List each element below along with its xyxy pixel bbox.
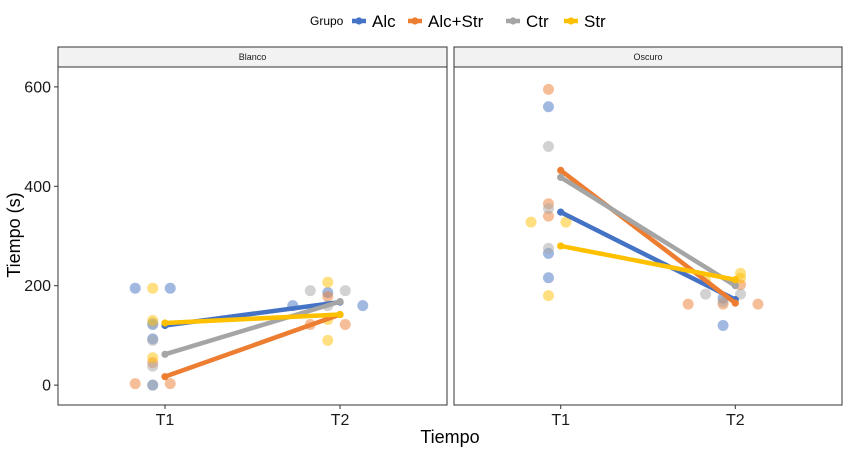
data-point-str [147, 352, 159, 364]
data-point-str [322, 334, 334, 346]
x-tick-label: T2 [331, 412, 350, 429]
data-point-ctr [542, 203, 554, 215]
mean-point-alc-str [557, 166, 565, 174]
legend-item-alc: Alc [352, 12, 396, 31]
legend-key-point [567, 17, 575, 25]
data-point-ctr [147, 360, 159, 372]
panel-strip-label: Blanco [239, 52, 267, 62]
plot-area [57, 66, 448, 406]
y-axis-title: Tiempo (s) [4, 192, 24, 277]
data-point-alc [129, 282, 141, 294]
data-point-alc [542, 272, 554, 284]
data-point-ctr [735, 288, 747, 300]
mean-point-ctr [161, 350, 169, 358]
data-point-alc [717, 319, 729, 331]
data-point-str [147, 282, 159, 294]
mean-point-str [731, 276, 739, 284]
legend-item-str: Str [564, 12, 606, 31]
series-line-str [162, 312, 343, 326]
data-point-str [735, 267, 747, 279]
data-point-ctr [542, 242, 554, 254]
data-point-ctr [304, 285, 316, 297]
data-point-alc-str [339, 318, 351, 330]
x-tick-label: T1 [551, 412, 570, 429]
y-axis: 0 200 400 600 [24, 79, 58, 395]
data-point-alc [542, 101, 554, 113]
data-point-alc-str [129, 378, 141, 390]
mean-point-alc-str [731, 299, 739, 307]
x-axis-title: Tiempo [420, 427, 479, 447]
panel-oscuro: Oscuro T1 T2 [453, 46, 843, 429]
legend-label: Str [584, 12, 606, 31]
mean-point-ctr [336, 298, 344, 306]
data-point-ctr [147, 334, 159, 346]
panel-blanco: Blanco T1 T2 [57, 46, 448, 429]
legend-key-point [355, 17, 363, 25]
series-line-alc-str [162, 312, 343, 379]
data-point-ctr [542, 141, 554, 153]
legend-key-point [411, 17, 419, 25]
y-tick-label: 600 [24, 79, 51, 96]
data-point-alc-str [682, 298, 694, 310]
series-line-ctr [162, 299, 343, 357]
legend-label: Alc [372, 12, 396, 31]
data-point-alc [164, 282, 176, 294]
data-point-str [560, 216, 572, 228]
mean-point-str [161, 319, 169, 327]
data-point-str [525, 216, 537, 228]
data-point-str [147, 315, 159, 326]
mean-point-alc-str [161, 373, 169, 381]
series-line-alc-str [558, 168, 738, 306]
y-tick-label: 0 [42, 378, 51, 395]
data-point-alc-str [752, 298, 764, 310]
y-tick-label: 400 [24, 179, 51, 196]
data-point-ctr [339, 285, 351, 297]
data-point-ctr [700, 288, 712, 300]
y-tick-label: 200 [24, 278, 51, 295]
mean-point-ctr [557, 173, 565, 181]
series-line-str [558, 243, 738, 282]
data-point-alc-str [164, 378, 176, 390]
mean-point-str [336, 310, 344, 319]
mean-point-str [557, 242, 565, 250]
legend-label: Alc+Str [428, 12, 484, 31]
mean-point-alc [557, 208, 565, 216]
legend: Grupo Alc Alc+Str Ctr Str [310, 12, 606, 31]
legend-label: Ctr [526, 12, 549, 31]
legend-title: Grupo [310, 14, 344, 28]
legend-item-alc-str: Alc+Str [408, 12, 484, 31]
data-point-ctr [147, 379, 159, 391]
data-point-ctr [717, 296, 729, 308]
data-point-alc [357, 300, 369, 312]
data-point-alc-str [322, 291, 334, 303]
legend-key-point [509, 17, 517, 25]
legend-item-ctr: Ctr [506, 12, 549, 31]
mean-point-ctr [731, 282, 739, 290]
panel-strip-label: Oscuro [633, 52, 662, 62]
data-point-str [322, 276, 334, 288]
chart-panels: Blanco T1 T2 Oscuro T1 T2 [57, 46, 843, 429]
series-line-alc [558, 209, 738, 302]
data-point-alc-str [542, 83, 554, 95]
x-tick-label: T1 [156, 412, 175, 429]
series-line-ctr [558, 175, 738, 288]
plot-area [453, 66, 843, 406]
data-point-str [542, 290, 554, 302]
x-tick-label: T2 [726, 412, 745, 429]
